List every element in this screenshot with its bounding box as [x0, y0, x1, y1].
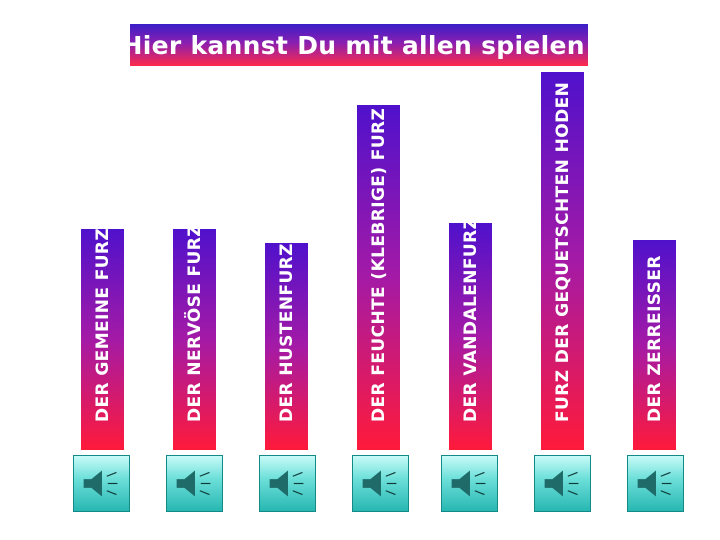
speaker-icon	[451, 470, 486, 497]
play-nervoese-furz-button[interactable]	[166, 455, 223, 512]
play-zerreisser-button[interactable]	[627, 455, 684, 512]
speaker-icon	[83, 470, 118, 497]
page-title: Hier kannst Du mit allen spielen!	[121, 24, 596, 66]
bar-hustenfurz: DER HUSTENFURZ	[265, 243, 308, 450]
play-vandalenfurz-button[interactable]	[441, 455, 498, 512]
bar-zerreisser: DER ZERREISSER	[633, 240, 676, 450]
speaker-icon	[362, 470, 397, 497]
title-text: Hier kannst Du mit allen spielen!	[121, 30, 597, 60]
bar-label: DER HUSTENFURZ	[276, 243, 297, 422]
bar-label: DER NERVÖSE FURZ	[184, 229, 205, 422]
bar-label: FURZ DER GEQUETSCHTEN HODEN	[552, 81, 573, 422]
bar-label: DER VANDALENFURZ	[460, 223, 481, 422]
speaker-icon	[176, 470, 211, 497]
bar-label: DER FEUCHTE (KLEBRIGE) FURZ	[368, 107, 389, 422]
bar-feuchte-furz: DER FEUCHTE (KLEBRIGE) FURZ	[357, 105, 400, 450]
play-gemeine-furz-button[interactable]	[73, 455, 130, 512]
bar-label: DER GEMEINE FURZ	[92, 229, 113, 422]
speaker-icon	[637, 470, 672, 497]
bar-vandalenfurz: DER VANDALENFURZ	[449, 223, 492, 450]
bar-nervoese-furz: DER NERVÖSE FURZ	[173, 229, 216, 450]
speaker-icon	[544, 470, 579, 497]
bar-gequetschten-hoden: FURZ DER GEQUETSCHTEN HODEN	[541, 72, 584, 450]
speaker-icon	[269, 470, 304, 497]
bar-gemeine-furz: DER GEMEINE FURZ	[81, 229, 124, 450]
bar-label: DER ZERREISSER	[644, 255, 665, 422]
play-gequetschten-hoden-button[interactable]	[534, 455, 591, 512]
play-hustenfurz-button[interactable]	[259, 455, 316, 512]
play-feuchte-furz-button[interactable]	[352, 455, 409, 512]
